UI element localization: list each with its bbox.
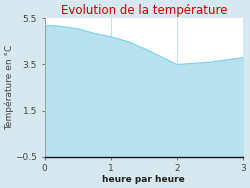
Y-axis label: Température en °C: Température en °C [4, 45, 14, 130]
Title: Evolution de la température: Evolution de la température [60, 4, 227, 17]
X-axis label: heure par heure: heure par heure [102, 175, 185, 184]
